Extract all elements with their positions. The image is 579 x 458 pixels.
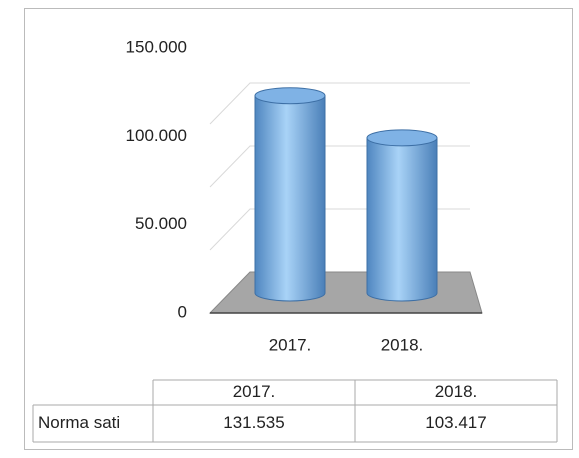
cylinder-top [254,87,326,105]
series-name: Norma sati [38,413,120,432]
x-tick-label: 2018. [381,335,424,354]
y-tick-label: 50.000 [135,214,187,233]
table-header: 2018. [435,382,478,401]
y-tick-label: 100.000 [126,126,187,145]
chart-frame [24,8,573,450]
cylinder-body [366,137,438,302]
table-value: 131.535 [223,413,284,432]
grid-line [209,82,470,125]
x-tick-label: 2017. [269,335,312,354]
table-value: 103.417 [425,413,486,432]
cylinder-body [254,95,326,302]
floor [208,271,483,314]
y-tick-label: 150.000 [126,37,187,56]
bar [366,129,438,302]
table-header: 2017. [233,382,276,401]
y-tick-label: 0 [178,302,187,321]
cylinder-top [366,129,438,147]
bar [254,87,326,302]
